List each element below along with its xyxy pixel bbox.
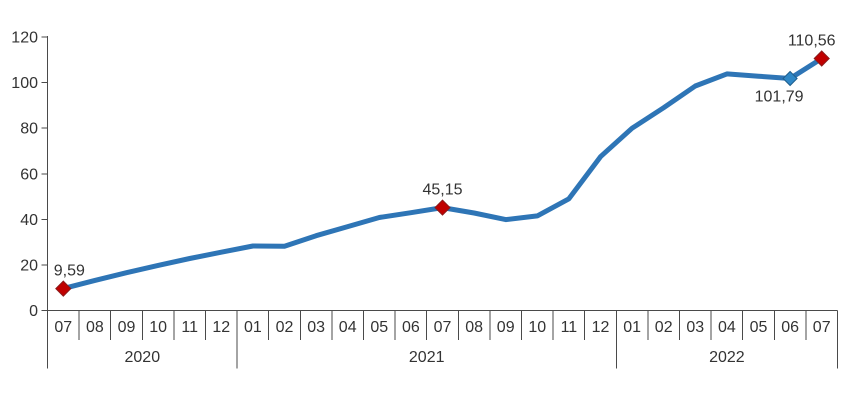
x-month-label: 03 <box>307 319 325 336</box>
x-year-label: 2022 <box>709 349 745 366</box>
x-month-label: 06 <box>781 319 799 336</box>
x-month-label: 04 <box>339 319 357 336</box>
x-month-label: 11 <box>561 319 578 336</box>
blue-diamond-marker <box>782 70 798 87</box>
x-month-label: 08 <box>86 319 104 336</box>
x-month-label: 07 <box>54 319 72 336</box>
x-month-label: 11 <box>181 319 198 336</box>
x-month-label: 12 <box>592 319 610 336</box>
red-diamond-marker <box>434 199 451 216</box>
y-axis-tick-label: 120 <box>11 30 38 47</box>
x-month-label: 12 <box>212 319 230 336</box>
x-month-label: 10 <box>149 319 167 336</box>
data-point-label: 110,56 <box>788 33 836 50</box>
x-month-label: 07 <box>434 319 452 336</box>
data-point-label: 9,59 <box>54 263 85 280</box>
x-month-label: 08 <box>465 319 483 336</box>
x-month-label: 07 <box>813 319 831 336</box>
y-axis-tick-label: 60 <box>20 166 38 183</box>
x-month-label: 05 <box>370 319 388 336</box>
data-point-label: 45,15 <box>422 182 462 199</box>
x-month-label: 01 <box>623 319 641 336</box>
y-axis-tick-label: 100 <box>11 75 38 92</box>
x-month-label: 02 <box>655 319 673 336</box>
x-month-label: 04 <box>718 319 736 336</box>
x-month-label: 01 <box>244 319 262 336</box>
x-month-label: 09 <box>118 319 136 336</box>
x-month-label: 03 <box>686 319 704 336</box>
x-month-label: 05 <box>750 319 768 336</box>
y-axis-tick-label: 40 <box>20 212 38 229</box>
y-axis-tick-label: 0 <box>29 303 38 320</box>
x-month-label: 09 <box>497 319 515 336</box>
x-month-label: 06 <box>402 319 420 336</box>
y-axis-tick-label: 20 <box>20 257 38 274</box>
red-diamond-marker <box>813 50 830 67</box>
x-month-label: 10 <box>528 319 546 336</box>
red-diamond-marker <box>55 280 72 297</box>
data-point-label: 101,79 <box>755 89 804 106</box>
y-axis-tick-label: 80 <box>20 121 38 138</box>
data-series-line <box>60 56 825 292</box>
x-year-label: 2020 <box>125 349 161 366</box>
x-year-label: 2021 <box>409 349 445 366</box>
x-month-label: 02 <box>276 319 294 336</box>
